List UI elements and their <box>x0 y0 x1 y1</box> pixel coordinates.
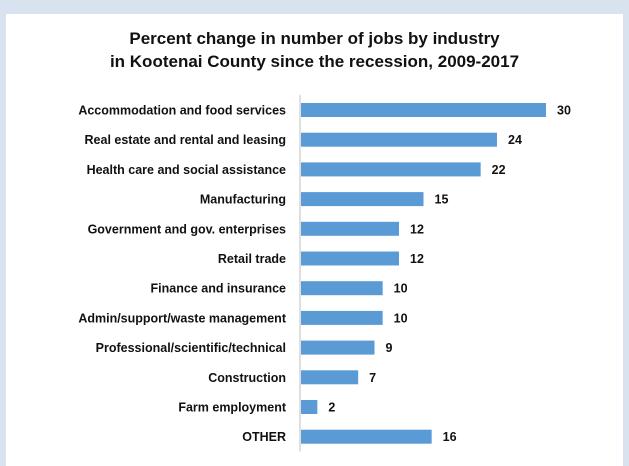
value-label-2: 24 <box>508 133 522 147</box>
value-label-11: 2 <box>328 401 335 415</box>
chart-background <box>6 14 623 466</box>
bar-12 <box>301 429 432 444</box>
value-labels-group: 30 24 22 15 12 12 10 10 9 7 2 16 <box>328 104 571 445</box>
value-label-3: 22 <box>492 163 506 177</box>
category-label-12: OTHER <box>242 430 286 444</box>
bar-3 <box>301 162 481 177</box>
value-label-12: 16 <box>443 430 457 444</box>
category-label-7: Finance and insurance <box>151 282 287 296</box>
value-label-10: 7 <box>369 371 376 385</box>
chart-title-line-1: Percent change in number of jobs by indu… <box>129 29 500 48</box>
category-label-4: Manufacturing <box>200 193 286 207</box>
category-label-3: Health care and social assistance <box>87 163 286 177</box>
category-label-9: Professional/scientific/technical <box>96 341 286 355</box>
bar-1 <box>301 103 546 117</box>
category-label-11: Farm employment <box>178 401 287 415</box>
category-label-5: Government and gov. enterprises <box>88 222 286 236</box>
value-label-9: 9 <box>386 341 393 355</box>
category-labels-group: Accommodation and food services Real esta… <box>78 104 287 445</box>
category-label-8: Admin/support/waste management <box>78 311 287 325</box>
bar-10 <box>301 370 359 385</box>
chart-title-line-2: in Kootenai County since the recession, … <box>109 52 520 71</box>
bar-2 <box>301 132 497 147</box>
value-label-7: 10 <box>394 282 408 296</box>
bars-group <box>301 103 546 444</box>
bar-8 <box>301 310 383 325</box>
bar-9 <box>301 340 375 355</box>
category-label-1: Accommodation and food services <box>78 104 286 118</box>
value-label-6: 12 <box>410 252 424 266</box>
category-label-6: Retail trade <box>218 252 286 266</box>
bar-5 <box>301 221 399 236</box>
category-label-2: Real estate and rental and leasing <box>85 133 286 147</box>
value-label-1: 30 <box>557 104 571 118</box>
bar-7 <box>301 281 383 296</box>
bar-6 <box>301 251 399 266</box>
value-label-4: 15 <box>435 193 449 207</box>
bar-11 <box>301 400 318 414</box>
chart-title: Percent change in number of jobs by indu… <box>6 27 623 73</box>
value-label-8: 10 <box>394 311 408 325</box>
bar-4 <box>301 192 424 207</box>
value-label-5: 12 <box>410 222 424 236</box>
category-label-10: Construction <box>208 371 286 385</box>
